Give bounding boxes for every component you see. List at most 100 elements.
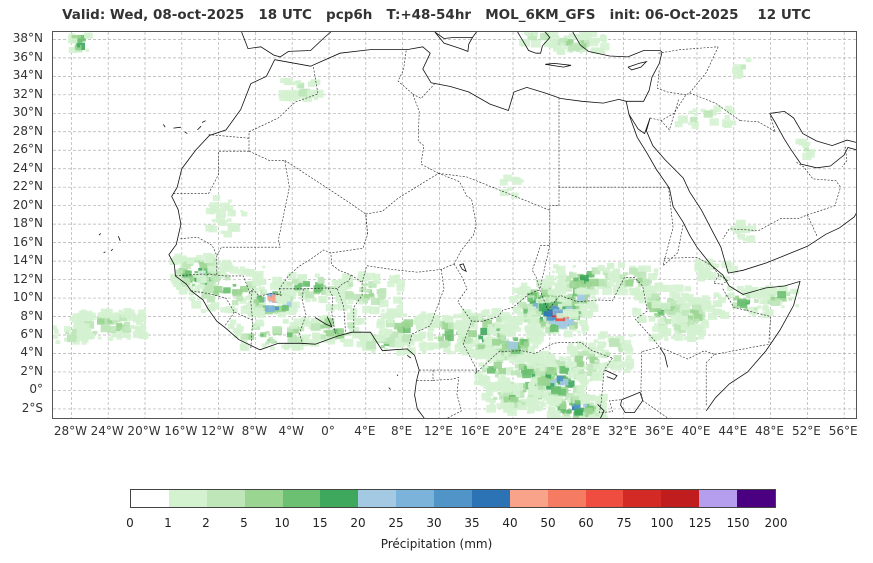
precip-cell: [499, 334, 506, 340]
precip-cell: [223, 287, 231, 294]
precip-cell: [379, 299, 389, 308]
precip-cell: [253, 299, 259, 304]
precip-cell: [576, 384, 586, 392]
precip-cell: [495, 348, 503, 355]
precip-cell: [581, 411, 587, 417]
precip-cell: [701, 300, 712, 308]
precip-cell: [485, 338, 493, 345]
precip-cell: [547, 405, 551, 409]
precip-cell: [780, 296, 787, 302]
precip-cell: [359, 296, 369, 304]
precip-cell: [589, 301, 594, 305]
precip-cell: [514, 316, 523, 323]
precip-cell: [520, 179, 524, 183]
precip-cell: [568, 342, 574, 347]
precip-cell: [575, 280, 585, 287]
precip-cell: [333, 304, 340, 310]
colorbar-swatch: [131, 490, 169, 507]
precip-cell: [719, 313, 725, 318]
precip-cell: [555, 398, 562, 405]
precip-cell: [362, 344, 370, 351]
precip-cell: [546, 410, 556, 418]
precip-cell: [198, 260, 204, 265]
precip-cell: [499, 179, 508, 186]
precip-cell: [87, 335, 91, 339]
precip-cell: [533, 302, 542, 310]
lon-label: 28°W: [53, 424, 87, 438]
precip-cell: [569, 402, 573, 406]
precip-cell: [586, 371, 593, 377]
precip-cell: [675, 303, 684, 310]
precip-cell: [193, 272, 200, 278]
precip-cell: [447, 335, 454, 341]
colorbar-swatch: [661, 490, 700, 507]
precip-cell: [500, 312, 510, 320]
precip-cell: [281, 305, 289, 311]
precip-cell: [565, 356, 572, 361]
precip-cell: [577, 311, 581, 315]
precip-cell: [478, 362, 484, 367]
precip-cell: [546, 383, 555, 390]
precip-cell: [648, 316, 656, 322]
precip-cell: [703, 110, 713, 118]
precip-cell: [674, 121, 683, 128]
lat-label: 32°N: [12, 86, 43, 101]
precip-cell: [624, 272, 629, 276]
precip-cell: [687, 315, 694, 321]
precip-cell: [547, 360, 553, 366]
precip-cell: [310, 322, 321, 331]
precip-cell: [492, 387, 499, 392]
precip-cell: [581, 326, 587, 330]
lon-label: 8°E: [390, 424, 413, 438]
precip-cell: [508, 341, 518, 350]
precip-cell: [683, 336, 689, 341]
precip-cell: [574, 288, 581, 294]
country-border: [475, 342, 613, 375]
precip-cell: [527, 33, 531, 37]
precip-cell: [538, 303, 549, 312]
precip-cell: [575, 305, 580, 309]
precip-cell: [700, 321, 710, 329]
precip-cell: [591, 288, 599, 295]
precip-cell: [518, 363, 527, 371]
precip-cell: [390, 331, 399, 338]
precipitation-map: [52, 31, 857, 419]
precip-cell: [487, 324, 494, 329]
precip-cell: [297, 274, 307, 282]
precip-cell: [291, 301, 300, 309]
precip-cell: [385, 328, 393, 335]
precip-cell: [343, 333, 347, 336]
precip-cell: [211, 272, 217, 277]
precip-cell: [745, 299, 751, 304]
precip-cell: [684, 286, 691, 292]
precip-cell: [290, 94, 299, 101]
precip-cell: [632, 308, 642, 316]
precip-cell: [694, 113, 699, 117]
precip-cell: [563, 415, 572, 418]
precip-cell: [585, 414, 589, 417]
precip-cell: [328, 339, 332, 343]
precip-cell: [289, 325, 299, 334]
precip-cell: [398, 327, 406, 334]
precip-cell: [345, 292, 355, 300]
precip-cell: [577, 330, 581, 334]
colorbar-swatch: [320, 490, 359, 507]
precip-cell: [218, 220, 225, 226]
precip-cell: [556, 321, 565, 328]
precip-cell: [269, 339, 275, 344]
precip-cell: [710, 276, 716, 281]
precip-cell: [614, 335, 625, 344]
precip-cell: [557, 309, 564, 314]
precip-cell: [325, 304, 335, 312]
precip-cell: [543, 309, 553, 317]
precip-cell: [571, 42, 582, 51]
precip-cell: [383, 341, 390, 347]
precip-cell: [737, 298, 747, 307]
lon-label: 20°W: [127, 424, 161, 438]
precip-cell: [509, 296, 518, 303]
precip-cell: [539, 316, 543, 320]
precip-cell: [724, 114, 730, 120]
precip-cell: [416, 327, 422, 331]
precip-cell: [798, 138, 808, 146]
precip-cell: [198, 268, 202, 271]
